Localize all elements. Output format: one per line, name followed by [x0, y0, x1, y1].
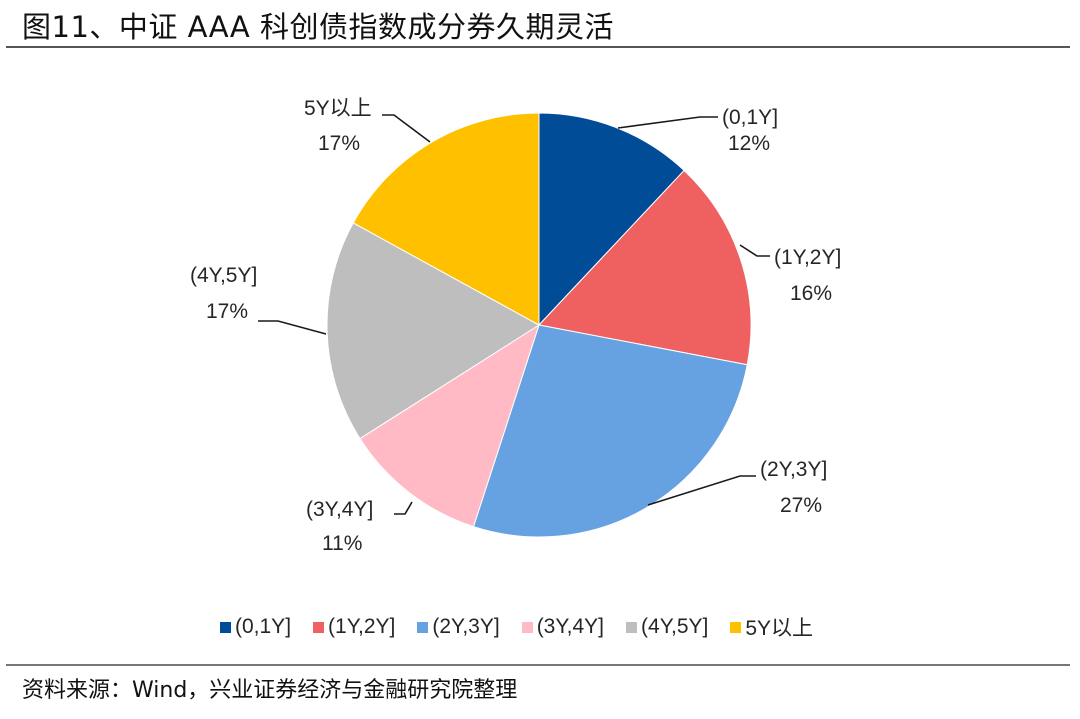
legend-swatch-icon — [313, 621, 325, 633]
legend-label: (3Y,4Y] — [536, 615, 605, 638]
leader-lines — [258, 114, 770, 515]
label-cat-1y-2y: (1Y,2Y] — [774, 246, 841, 269]
legend-item-3y-4y: (3Y,4Y] — [521, 612, 605, 642]
label-cat-3y-4y: (3Y,4Y] — [306, 498, 373, 521]
label-pct-5y-plus: 17% — [318, 132, 360, 155]
legend-swatch-icon — [521, 621, 533, 633]
label-pct-1y-2y: 16% — [790, 282, 832, 305]
legend-swatch-icon — [626, 621, 638, 633]
label-cat-4y-5y: (4Y,5Y] — [190, 264, 257, 287]
legend-swatch-icon — [730, 621, 742, 633]
label-pct-4y-5y: 17% — [206, 300, 248, 323]
figure-title: 图11、中证 AAA 科创债指数成分券久期灵活 — [22, 10, 614, 44]
label-cat-2y-3y: (2Y,3Y] — [760, 458, 827, 481]
pie-slice-1 — [538, 169, 752, 366]
pie-slice-4 — [326, 222, 540, 440]
legend-label: (1Y,2Y] — [328, 615, 396, 638]
leader-line-1y-2y — [739, 244, 770, 257]
legend-item-4y-5y: (4Y,5Y] — [626, 612, 708, 642]
label-pct-0-1y: 12% — [728, 132, 770, 155]
source-divider — [6, 664, 1070, 666]
label-pct-3y-4y: 11% — [322, 532, 362, 555]
label-cat-5y-plus: 5Y以上 — [304, 97, 372, 120]
legend-label: (2Y,3Y] — [432, 615, 500, 638]
label-cat-0-1y: (0,1Y] — [722, 106, 778, 129]
data-labels: (0,1Y] 12% (1Y,2Y] 16% (2Y,3Y] 27% (3Y,4… — [190, 97, 841, 555]
legend-item-2y-3y: (2Y,3Y] — [417, 612, 500, 642]
title-divider — [6, 46, 1070, 48]
legend-item-5y-plus: 5Y以上 — [730, 612, 813, 642]
chart-legend: (0,1Y] (1Y,2Y] (2Y,3Y] (3Y,4Y] (4Y,5Y] 5… — [220, 612, 813, 642]
pie-slice-2 — [472, 324, 748, 538]
pie-slice-0 — [538, 112, 685, 327]
pie-slice-3 — [359, 323, 540, 528]
legend-label: (0,1Y] — [235, 615, 292, 638]
legend-swatch-icon — [220, 621, 231, 633]
pie-slice-5 — [352, 112, 540, 326]
leader-line-3y-4y-b — [394, 501, 413, 515]
source-note: 资料来源：Wind，兴业证券经济与金融研究院整理 — [22, 678, 518, 703]
leader-line-4y-5y — [258, 320, 327, 335]
leader-line-0-1y — [617, 116, 718, 129]
label-pct-2y-3y: 27% — [780, 494, 822, 517]
legend-label: (4Y,5Y] — [641, 615, 709, 638]
pie-slices — [326, 112, 752, 538]
legend-label: 5Y以上 — [745, 617, 814, 640]
legend-swatch-icon — [417, 621, 429, 633]
leader-line-2y-3y — [647, 475, 756, 506]
legend-item-0-1y: (0,1Y] — [220, 612, 291, 642]
leader-line-5y-plus — [382, 114, 431, 143]
legend-item-1y-2y: (1Y,2Y] — [313, 612, 395, 642]
